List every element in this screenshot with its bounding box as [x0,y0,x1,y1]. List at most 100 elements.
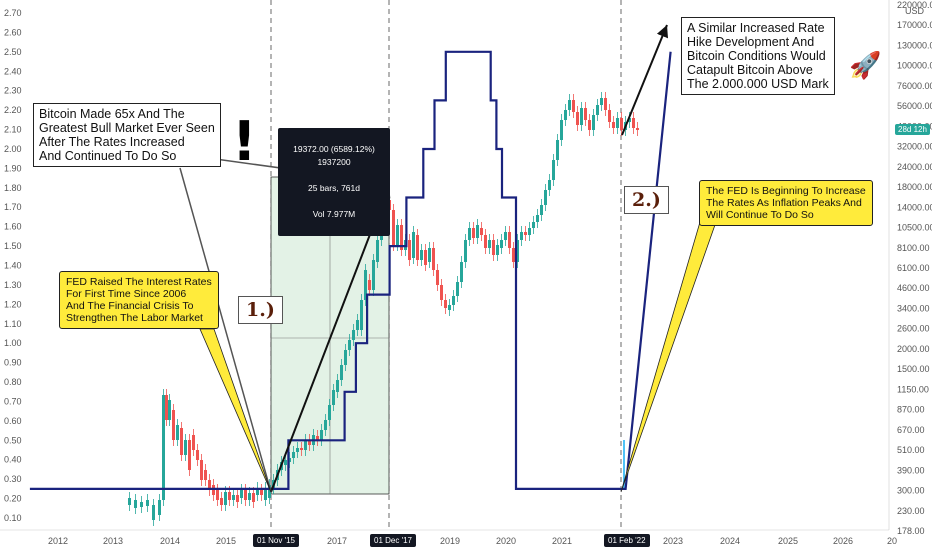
left-tick-label: 2.30 [4,86,22,96]
candle-body [612,122,615,128]
candle-body [636,128,639,130]
arrow-rally [270,184,391,493]
candle-body [540,205,543,215]
candle-body [256,488,259,495]
candle-body [608,110,611,122]
candle-body [184,440,187,455]
left-tick-label: 2.20 [4,105,22,115]
right-tick-label: 178.00 [897,526,925,536]
candle-body [372,260,375,290]
right-tick-label: 4600.00 [897,283,930,293]
yellow-right-pointer [620,221,717,493]
left-tick-label: 1.90 [4,163,22,173]
left-tick-label: 2.50 [4,47,22,57]
bottom-tick-label: 2021 [552,536,572,546]
candle-body [504,232,507,240]
right-tick-label: 170000.00 [897,20,932,30]
candle-body [424,250,427,265]
left-tick-label: 1.70 [4,202,22,212]
right-tick-label: 3400.00 [897,303,930,313]
right-tick-label: 8100.00 [897,243,930,253]
candle-body [416,235,419,260]
candle-body [336,380,339,392]
left-tick-label: 1.40 [4,261,22,271]
right-tick-label: 670.00 [897,425,925,435]
left-tick-label: 0.90 [4,358,22,368]
candle-body [484,235,487,248]
right-tick-label: 2600.00 [897,324,930,334]
candle-body [524,232,527,235]
candle-body [364,270,367,300]
candle-body [232,495,235,500]
left-tick-label: 0.70 [4,396,22,406]
right-tick-label: 100000.00 [897,61,932,71]
candle-body [560,120,563,140]
note-top-left: Bitcoin Made 65x And The Greatest Bull M… [33,103,221,167]
candle-body [162,395,165,500]
candle-body [564,110,567,120]
candle-body [168,400,171,420]
right-tick-label: 10500.00 [897,223,932,233]
candle-body [180,428,183,455]
note-yellow-right: The FED Is Beginning To Increase The Rat… [699,180,873,226]
candle-body [436,270,439,285]
right-tick-label: 390.00 [897,465,925,475]
candle-body [440,285,443,300]
note-yellow-left: FED Raised The Interest Rates For First … [59,271,219,329]
candle-body [376,240,379,262]
bottom-tick-label: 2017 [327,536,347,546]
candle-body [548,180,551,190]
candle-body [632,118,635,128]
left-tick-label: 0.40 [4,455,22,465]
right-tick-label: 32000.00 [897,142,932,152]
candle-body [620,118,623,130]
candle-body [492,240,495,255]
candle-body [248,493,251,500]
right-tick-label: 2000.00 [897,344,930,354]
date-tag-dec17: 01 Dec '17 [370,534,416,547]
right-tick-label: 18000.00 [897,182,932,192]
candle-body [146,500,149,506]
candle-body [432,248,435,270]
bottom-tick-label: 2025 [778,536,798,546]
candle-body [452,296,455,305]
candle-body [544,190,547,205]
candle-body [580,108,583,125]
candle-body [316,436,319,440]
tooltip-line-2: 25 bars, 761d [308,183,360,193]
right-axis-unit: USD [905,6,925,16]
measure-tooltip: 19372.00 (6589.12%) 1937200 25 bars, 761… [278,128,390,236]
candle-body [244,490,247,500]
candle-body [196,450,199,460]
candle-body [352,330,355,340]
candle-body [192,435,195,450]
tooltip-line-1: 19372.00 (6589.12%) 1937200 [293,144,375,167]
left-tick-label: 0.50 [4,435,22,445]
candle-body [496,245,499,255]
candle-body [464,240,467,262]
candle-body [228,492,231,500]
right-tick-label: 6100.00 [897,263,930,273]
left-tick-label: 0.10 [4,513,22,523]
candle-body [460,262,463,282]
last-price-label: 28d 12h [895,124,930,135]
left-tick-label: 1.10 [4,319,22,329]
right-tick-label: 24000.00 [897,162,932,172]
candle-body [512,248,515,262]
candle-body [488,240,491,248]
bottom-axis: 2012 2013 2014 2015 2017 2019 2020 2021 2023 2024… [0,529,897,546]
candle-body [468,228,471,240]
candle-body [208,480,211,490]
candle-body [456,282,459,296]
candle-body [332,390,335,405]
right-tick-label: 870.00 [897,405,925,415]
left-tick-label: 1.30 [4,280,22,290]
bottom-tick-label: 2020 [496,536,516,546]
left-tick-label: 0.20 [4,494,22,504]
candle-body [592,115,595,130]
bottom-tick-label: 2019 [440,536,460,546]
candle-body [216,490,219,500]
candle-body [152,505,155,520]
left-tick-label: 2.60 [4,27,22,37]
candle-body [260,490,263,495]
